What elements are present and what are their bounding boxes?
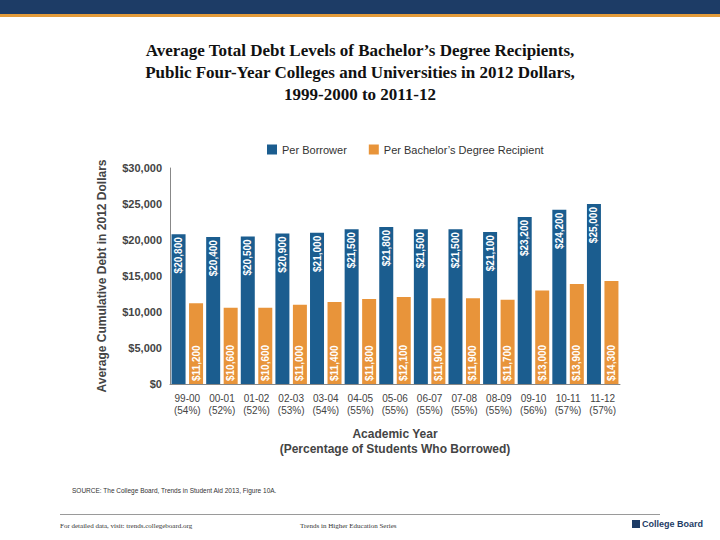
html-text:College Board: College Board <box>642 519 703 529</box>
svg-text:(53%): (53%) <box>278 405 305 416</box>
svg-text:$13,000: $13,000 <box>537 344 548 381</box>
svg-text:$20,900: $20,900 <box>277 236 288 273</box>
svg-text:11-12: 11-12 <box>590 393 615 404</box>
svg-text:$5,000: $5,000 <box>128 342 162 354</box>
svg-text:$11,700: $11,700 <box>502 345 513 381</box>
svg-text:$21,800: $21,800 <box>381 230 392 267</box>
svg-text:$11,900: $11,900 <box>433 345 444 381</box>
svg-text:(55%): (55%) <box>416 405 443 416</box>
html-text:Trends in Higher Education Ser: Trends in Higher Education Series <box>300 522 397 530</box>
svg-text:$23,200: $23,200 <box>519 220 530 257</box>
svg-text:00-01: 00-01 <box>209 393 235 404</box>
svg-text:$25,000: $25,000 <box>588 207 599 244</box>
svg-text:$14,300: $14,300 <box>606 344 617 381</box>
svg-text:$20,400: $20,400 <box>208 240 219 277</box>
svg-text:(56%): (56%) <box>520 405 547 416</box>
svg-text:(55%): (55%) <box>451 405 478 416</box>
svg-text:$10,600: $10,600 <box>260 344 271 381</box>
svg-text:(52%): (52%) <box>209 405 236 416</box>
svg-text:Per Bachelor’s Degree Recipien: Per Bachelor’s Degree Recipient <box>384 144 544 156</box>
svg-text:$21,100: $21,100 <box>485 235 496 272</box>
svg-text:$20,800: $20,800 <box>173 237 184 274</box>
svg-text:$20,000: $20,000 <box>122 234 162 246</box>
svg-text:$11,200: $11,200 <box>191 345 202 381</box>
svg-text:$21,500: $21,500 <box>415 232 426 269</box>
svg-text:(55%): (55%) <box>486 405 513 416</box>
svg-text:$20,500: $20,500 <box>242 239 253 276</box>
svg-text:$15,000: $15,000 <box>122 270 162 282</box>
svg-text:$12,100: $12,100 <box>398 344 409 381</box>
svg-text:Average Cumulative Debt in 201: Average Cumulative Debt in 2012 Dollars <box>95 159 109 392</box>
svg-text:$21,500: $21,500 <box>346 232 357 269</box>
svg-text:Academic Year: Academic Year <box>352 427 438 441</box>
svg-text:(54%): (54%) <box>312 405 339 416</box>
svg-text:$10,600: $10,600 <box>225 344 236 381</box>
svg-text:$21,000: $21,000 <box>312 235 323 272</box>
svg-text:08-09: 08-09 <box>486 393 512 404</box>
svg-text:10-11: 10-11 <box>556 393 581 404</box>
svg-text:$11,900: $11,900 <box>467 345 478 381</box>
svg-text:(Percentage of Students Who Bo: (Percentage of Students Who Borrowed) <box>280 442 511 456</box>
svg-text:$25,000: $25,000 <box>122 198 162 210</box>
svg-text:(54%): (54%) <box>174 405 201 416</box>
html-text:SOURCE: The College Board, Tre: SOURCE: The College Board, Trends in Stu… <box>72 487 277 494</box>
svg-text:02-03: 02-03 <box>278 393 304 404</box>
svg-text:07-08: 07-08 <box>451 393 477 404</box>
svg-text:$10,000: $10,000 <box>122 306 162 318</box>
html-text:Average Total Debt Levels of B: Average Total Debt Levels of Bachelor’s … <box>145 41 575 104</box>
svg-text:$13,900: $13,900 <box>571 344 582 381</box>
svg-text:06-07: 06-07 <box>417 393 443 404</box>
svg-text:$11,000: $11,000 <box>294 345 305 381</box>
svg-text:(52%): (52%) <box>243 405 270 416</box>
html-text:For detailed data, visit: tren: For detailed data, visit: trends.college… <box>60 522 193 530</box>
svg-text:$21,500: $21,500 <box>450 232 461 269</box>
svg-text:(55%): (55%) <box>347 405 374 416</box>
svg-text:09-10: 09-10 <box>521 393 547 404</box>
svg-text:05-06: 05-06 <box>382 393 408 404</box>
svg-text:$11,400: $11,400 <box>329 345 340 381</box>
svg-text:$11,800: $11,800 <box>364 345 375 381</box>
svg-text:99-00: 99-00 <box>175 393 201 404</box>
svg-text:01-02: 01-02 <box>244 393 270 404</box>
svg-text:$0: $0 <box>150 378 162 390</box>
svg-text:$24,200: $24,200 <box>554 212 565 249</box>
svg-text:(57%): (57%) <box>555 405 582 416</box>
svg-text:(55%): (55%) <box>382 405 409 416</box>
svg-text:04-05: 04-05 <box>348 393 374 404</box>
svg-text:03-04: 03-04 <box>313 393 339 404</box>
svg-text:(57%): (57%) <box>589 405 616 416</box>
svg-text:Per Borrower: Per Borrower <box>282 144 347 156</box>
svg-text:$30,000: $30,000 <box>122 162 162 174</box>
